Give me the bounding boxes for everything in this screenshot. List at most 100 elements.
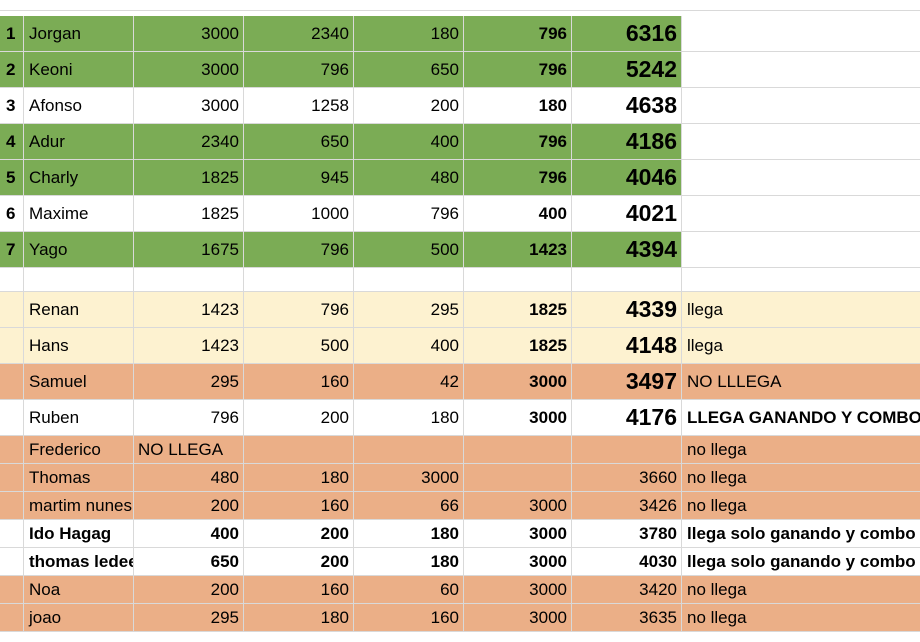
- cell-v4[interactable]: 796: [464, 16, 572, 51]
- cell-v3[interactable]: [354, 268, 464, 291]
- cell-total[interactable]: 4176: [572, 400, 682, 435]
- cell-note[interactable]: [682, 124, 920, 159]
- cell-v4[interactable]: [464, 268, 572, 291]
- cell-v3[interactable]: 400: [354, 124, 464, 159]
- cell-v4[interactable]: 3000: [464, 604, 572, 631]
- cell-total[interactable]: 4021: [572, 196, 682, 231]
- cell-total[interactable]: 4148: [572, 328, 682, 363]
- cell-v2[interactable]: 1000: [244, 196, 354, 231]
- cell-v3[interactable]: 295: [354, 292, 464, 327]
- cell-v3[interactable]: 160: [354, 604, 464, 631]
- cell-v3[interactable]: 60: [354, 576, 464, 603]
- cell-total[interactable]: 3426: [572, 492, 682, 519]
- cell-v2[interactable]: [244, 436, 354, 463]
- cell-v1[interactable]: 3000: [134, 52, 244, 87]
- cell-v1[interactable]: 3000: [134, 16, 244, 51]
- cell-note[interactable]: [682, 196, 920, 231]
- cell-v3[interactable]: 400: [354, 328, 464, 363]
- cell-v4[interactable]: 180: [464, 88, 572, 123]
- cell-idx[interactable]: 5: [0, 160, 24, 195]
- cell-v4[interactable]: 1825: [464, 292, 572, 327]
- cell-total[interactable]: 3660: [572, 464, 682, 491]
- cell-v1[interactable]: 480: [134, 464, 244, 491]
- cell-idx[interactable]: [0, 576, 24, 603]
- cell-v1[interactable]: 796: [134, 400, 244, 435]
- cell-v4[interactable]: 796: [464, 160, 572, 195]
- cell-v4[interactable]: 796: [464, 124, 572, 159]
- cell-idx[interactable]: 2: [0, 52, 24, 87]
- cell-v1[interactable]: 1423: [134, 328, 244, 363]
- cell-v3[interactable]: 42: [354, 364, 464, 399]
- cell-name[interactable]: Adur: [24, 124, 134, 159]
- cell-idx[interactable]: [0, 436, 24, 463]
- cell-note[interactable]: llega solo ganando y combo: [687, 551, 916, 571]
- cell-v2[interactable]: 1258: [244, 88, 354, 123]
- cell-v4[interactable]: 3000: [464, 400, 572, 435]
- cell-idx[interactable]: [0, 464, 24, 491]
- cell-v2[interactable]: 796: [244, 292, 354, 327]
- cell-total[interactable]: 3497: [572, 364, 682, 399]
- cell-v2[interactable]: 200: [244, 400, 354, 435]
- cell-note[interactable]: NO LLLEGA: [682, 364, 920, 399]
- cell-v2[interactable]: 650: [244, 124, 354, 159]
- cell-name[interactable]: Renan: [24, 292, 134, 327]
- cell-v2[interactable]: [244, 268, 354, 291]
- cell-note[interactable]: [682, 16, 920, 51]
- cell-v2[interactable]: 796: [244, 232, 354, 267]
- cell-name[interactable]: Frederico: [24, 436, 134, 463]
- cell-name[interactable]: Samuel: [24, 364, 134, 399]
- cell-idx[interactable]: 7: [0, 232, 24, 267]
- cell-v3[interactable]: 180: [354, 520, 464, 547]
- cell-v1[interactable]: 1825: [134, 196, 244, 231]
- cell-v3[interactable]: 180: [354, 548, 464, 575]
- cell-name[interactable]: Yago: [24, 232, 134, 267]
- cell-total[interactable]: 4046: [572, 160, 682, 195]
- cell-v1[interactable]: 200: [134, 492, 244, 519]
- cell-name[interactable]: thomas ledee: [24, 548, 134, 575]
- cell-v4[interactable]: 1423: [464, 232, 572, 267]
- cell-v1[interactable]: 295: [134, 604, 244, 631]
- cell-v3[interactable]: [354, 436, 464, 463]
- cell-idx[interactable]: [0, 268, 24, 291]
- cell-note[interactable]: no llega: [682, 576, 920, 603]
- cell-v2[interactable]: 796: [244, 52, 354, 87]
- cell-name[interactable]: Ruben: [24, 400, 134, 435]
- cell-note[interactable]: no llega: [682, 464, 920, 491]
- cell-idx[interactable]: [0, 400, 24, 435]
- cell-v1[interactable]: NO LLEGA: [134, 436, 244, 463]
- cell-v3[interactable]: 66: [354, 492, 464, 519]
- cell-v1[interactable]: 3000: [134, 88, 244, 123]
- cell-v1[interactable]: 650: [134, 548, 244, 575]
- cell-note[interactable]: llega solo ganando y combo: [687, 523, 916, 543]
- cell-v4[interactable]: 3000: [464, 492, 572, 519]
- cell-v3[interactable]: 3000: [354, 464, 464, 491]
- cell-total[interactable]: [572, 436, 682, 463]
- cell-name[interactable]: [24, 268, 134, 291]
- cell-total[interactable]: 3635: [572, 604, 682, 631]
- cell-name[interactable]: Maxime: [24, 196, 134, 231]
- cell-idx[interactable]: [0, 292, 24, 327]
- cell-idx[interactable]: [0, 364, 24, 399]
- cell-v4[interactable]: [464, 436, 572, 463]
- cell-v3[interactable]: 180: [354, 400, 464, 435]
- cell-v2[interactable]: 160: [244, 576, 354, 603]
- cell-v4[interactable]: 3000: [464, 576, 572, 603]
- cell-v1[interactable]: 1675: [134, 232, 244, 267]
- cell-v1[interactable]: 200: [134, 576, 244, 603]
- cell-total[interactable]: [572, 268, 682, 291]
- cell-note[interactable]: [682, 268, 920, 291]
- cell-note[interactable]: LLEGA GANANDO Y COMBO: [687, 407, 920, 427]
- cell-v4[interactable]: 3000: [464, 520, 572, 547]
- cell-v2[interactable]: 200: [244, 520, 354, 547]
- cell-v3[interactable]: 180: [354, 16, 464, 51]
- cell-note[interactable]: llega: [682, 292, 920, 327]
- cell-v1[interactable]: [134, 268, 244, 291]
- cell-idx[interactable]: [0, 548, 24, 575]
- cell-note[interactable]: [682, 232, 920, 267]
- cell-v1[interactable]: 295: [134, 364, 244, 399]
- cell-note[interactable]: no llega: [682, 492, 920, 519]
- cell-total[interactable]: 3420: [572, 576, 682, 603]
- cell-idx[interactable]: 3: [0, 88, 24, 123]
- cell-v3[interactable]: 480: [354, 160, 464, 195]
- cell-idx[interactable]: [0, 328, 24, 363]
